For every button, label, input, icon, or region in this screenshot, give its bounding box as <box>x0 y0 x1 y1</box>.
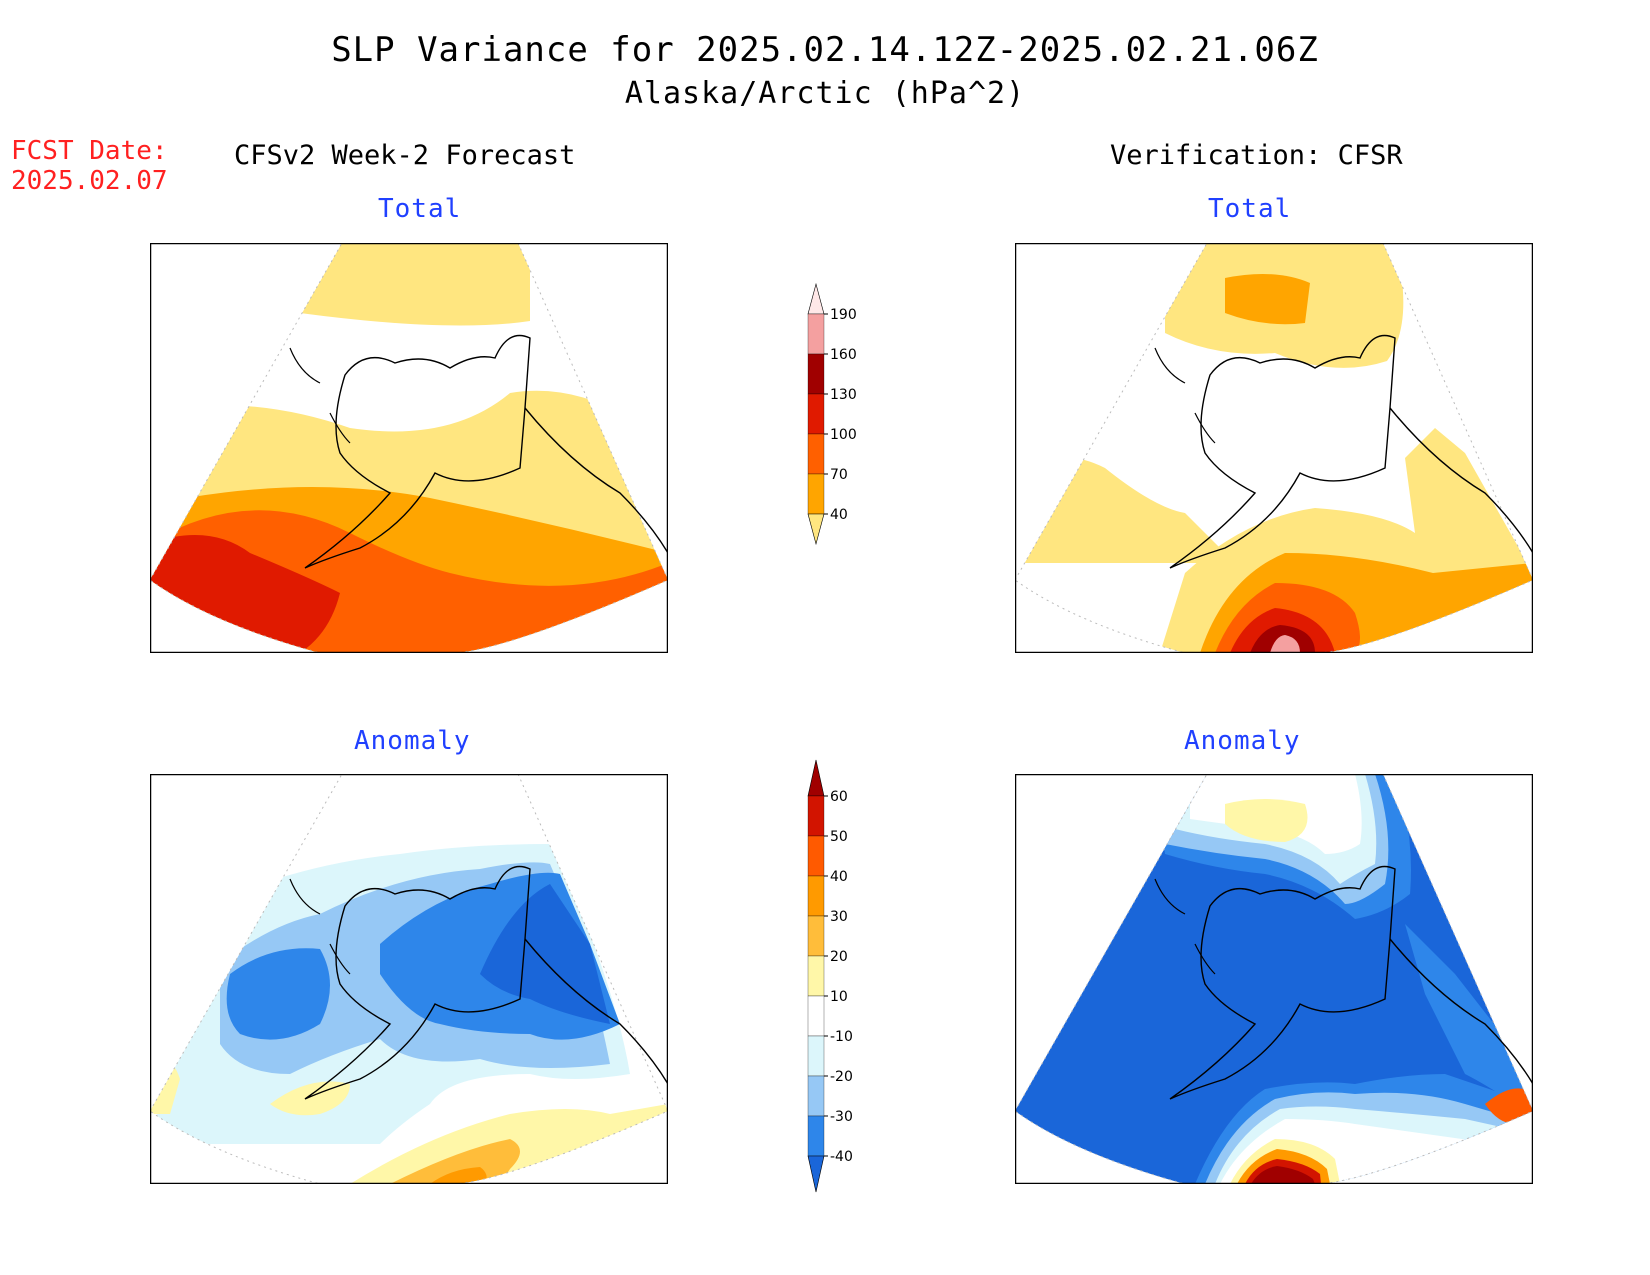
total-colorbar-tick-label: 190 <box>830 307 857 323</box>
anomaly-colorbar-segment <box>807 955 825 997</box>
anomaly-colorbar-tick-label: -40 <box>830 1149 853 1165</box>
anomaly-colorbar-segment <box>807 835 825 877</box>
total-colorbar: 40 70 100 130 160 190 220 <box>807 280 857 546</box>
verification-anomaly-label: Anomaly <box>1184 726 1301 756</box>
anomaly-colorbar-segment <box>807 995 825 1037</box>
anomaly-colorbar-tick-label: 10 <box>830 989 848 1005</box>
total-colorbar-bottom-cap <box>807 513 825 546</box>
total-colorbar-top-cap <box>807 282 825 315</box>
total-colorbar-segment <box>807 473 825 515</box>
anomaly-colorbar-segment <box>807 915 825 957</box>
total-colorbar-segment <box>807 313 825 355</box>
anomaly-colorbar-tick-label: 40 <box>830 869 848 885</box>
forecast-anomaly-label: Anomaly <box>354 726 471 756</box>
anomaly-colorbar-tick-label: -30 <box>830 1109 853 1125</box>
total-colorbar-tick-label: 100 <box>830 427 857 443</box>
anomaly-colorbar-tick-label: -10 <box>830 1029 853 1045</box>
anomaly-colorbar-tick-label: 30 <box>830 909 848 925</box>
anomaly-colorbar-segment <box>807 875 825 917</box>
anomaly-colorbar-tick-label: 50 <box>830 829 848 845</box>
total-colorbar-tick-label: 130 <box>830 387 857 403</box>
fcst-date: FCST Date: 2025.02.07 <box>11 136 168 196</box>
anomaly-colorbar-bottom-cap <box>807 1155 825 1193</box>
total-colorbar-tick-label: 40 <box>830 507 848 523</box>
anomaly-colorbar-segment <box>807 1035 825 1077</box>
anomaly-colorbar-top-cap <box>807 759 825 797</box>
fcst-date-value: 2025.02.07 <box>11 166 168 196</box>
main-title: SLP Variance for 2025.02.14.12Z-2025.02.… <box>331 30 1319 70</box>
fcst-date-label: FCST Date: <box>11 136 168 166</box>
verification-total-label: Total <box>1208 194 1292 224</box>
total-colorbar-tick-label: 70 <box>830 467 848 483</box>
anomaly-colorbar-tick-label: 60 <box>830 789 848 805</box>
anomaly-colorbar-segment <box>807 795 825 837</box>
verification-total-map <box>1015 243 1533 653</box>
sub-title: Alaska/Arctic (hPa^2) <box>624 76 1026 111</box>
anomaly-colorbar-tick-label: -20 <box>830 1069 853 1085</box>
total-colorbar-segment <box>807 393 825 435</box>
verification-anomaly-map <box>1015 774 1533 1184</box>
forecast-total-label: Total <box>378 194 462 224</box>
total-colorbar-tick-label: 160 <box>830 347 857 363</box>
total-colorbar-segment <box>807 433 825 475</box>
verification-column-title: Verification: CFSR <box>1110 140 1403 171</box>
anomaly-colorbar-segment <box>807 1075 825 1117</box>
anomaly-colorbar-tick-label: 20 <box>830 949 848 965</box>
anomaly-colorbar-segment <box>807 1115 825 1157</box>
total-colorbar-tick-label: 220 <box>830 280 857 283</box>
forecast-total-map <box>150 243 668 653</box>
anomaly-colorbar: -40 -30 -20 -10 10 20 30 40 50 60 <box>807 759 853 1193</box>
total-colorbar-segment <box>807 353 825 395</box>
forecast-anomaly-map <box>150 774 668 1184</box>
forecast-column-title: CFSv2 Week-2 Forecast <box>234 140 576 171</box>
